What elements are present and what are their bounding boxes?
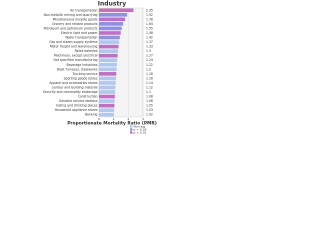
y-tick-label: Lumber and building material — [52, 85, 98, 89]
bar — [99, 22, 124, 26]
value-label: 1.3 — [146, 49, 151, 53]
x-axis-title: Proportionate Mortality Ratio (PMR) — [67, 121, 157, 127]
value-label: 1.48 — [146, 31, 153, 35]
bar — [99, 112, 114, 117]
legend-label: p < 0.01 — [134, 131, 147, 135]
y-tick-label: Non-metallic mining and quarrying — [44, 13, 98, 17]
bar — [99, 108, 115, 113]
plot-area — [98, 7, 144, 118]
value-label: 1.02 — [146, 113, 153, 117]
bar — [99, 76, 117, 81]
bar — [99, 12, 128, 17]
x-tick-label: 0 — [98, 117, 100, 121]
bar — [99, 49, 119, 53]
value-label: 1.2 — [146, 67, 151, 71]
bar — [99, 90, 116, 94]
y-tick-label: Blast furnaces, steelworks — [57, 67, 98, 71]
value-label: 1.08 — [146, 95, 153, 99]
bar — [99, 35, 120, 40]
legend-label: p < 0.05 — [134, 128, 147, 132]
bar — [99, 53, 118, 58]
y-tick-label: Gas and steam supply systems — [49, 40, 98, 44]
chart: Industry Proportionate Mortality Ratio (… — [43, 1, 157, 135]
y-tick-label: Petroleum and petroleum products — [44, 26, 98, 30]
value-label: 1.18 — [146, 72, 153, 76]
value-label: 1.24 — [146, 58, 153, 62]
value-label: 1.03 — [146, 108, 153, 112]
x-tick-label: 1 — [113, 117, 115, 121]
bar — [99, 40, 120, 44]
bar — [99, 81, 116, 85]
y-tick-label: Beverage industries — [67, 63, 98, 67]
value-label: 1.55 — [146, 26, 153, 30]
bar — [99, 67, 117, 72]
value-label: 1.1 — [146, 90, 151, 94]
y-tick-label: Electric light and power — [61, 31, 98, 35]
value-label: 2.35 — [146, 8, 153, 12]
y-tick-label: Trucking service — [71, 72, 97, 76]
bar — [99, 62, 117, 67]
x-tick-label: 2 — [127, 117, 129, 121]
bar — [99, 26, 122, 31]
bar — [99, 103, 115, 108]
value-label: 1.42 — [146, 36, 153, 40]
y-tick-label: Security and commodity brokerage — [43, 90, 98, 94]
y-tick-label: Eating and drinking places — [56, 104, 98, 108]
bar — [99, 94, 115, 99]
bar — [99, 99, 115, 103]
value-label: 1.06 — [146, 99, 153, 103]
bar — [99, 17, 126, 22]
value-label: 1.78 — [146, 17, 153, 21]
bar — [99, 85, 116, 90]
y-tick-label: Not specified manufacturing — [54, 58, 98, 62]
y-tick-label: Gasoline service stations — [59, 99, 98, 103]
legend-swatch — [130, 128, 133, 131]
bar — [99, 31, 121, 35]
bar — [99, 72, 117, 76]
value-label: 1.64 — [146, 22, 153, 26]
bar — [99, 58, 118, 63]
value-label: 1.27 — [146, 54, 153, 58]
value-label: 1.37 — [146, 40, 153, 44]
bar — [99, 44, 119, 49]
legend-label: Non-sig — [134, 125, 145, 129]
y-tick-label: Air transportation — [70, 8, 97, 12]
page: {"chart_data": { "type": "hbar", "title"… — [0, 0, 162, 135]
value-label: 1.05 — [146, 104, 153, 108]
y-tick-label: Construction — [78, 95, 98, 99]
y-tick-label: Miscellaneous durable goods — [53, 17, 98, 21]
value-label: 1.16 — [146, 76, 153, 80]
legend-swatch — [130, 131, 133, 134]
y-tick-label: Household appliance stores — [55, 108, 98, 112]
y-tick-label: Apparel and accessories stores — [49, 81, 97, 85]
y-tick-label: Retail bakeries — [75, 49, 98, 53]
y-tick-label: Sporting goods stores — [64, 76, 98, 80]
value-label: 1.22 — [146, 63, 153, 67]
value-label: 1.12 — [146, 85, 153, 89]
y-tick-label: Banking — [85, 113, 98, 117]
y-tick-label: Motor freight and warehousing — [50, 45, 98, 49]
value-label: 1.92 — [146, 13, 153, 17]
y-tick-label: Grocery and related products — [52, 22, 98, 26]
y-tick-label: Water transportation — [65, 36, 97, 40]
legend-swatch — [130, 125, 133, 128]
value-label: 1.33 — [146, 45, 153, 49]
y-tick-label: Machinery, except electrical — [54, 54, 98, 58]
x-tick-label: 3 — [142, 117, 144, 121]
chart-title: Industry — [98, 1, 126, 8]
bar — [99, 8, 134, 13]
value-label: 1.14 — [146, 81, 153, 85]
